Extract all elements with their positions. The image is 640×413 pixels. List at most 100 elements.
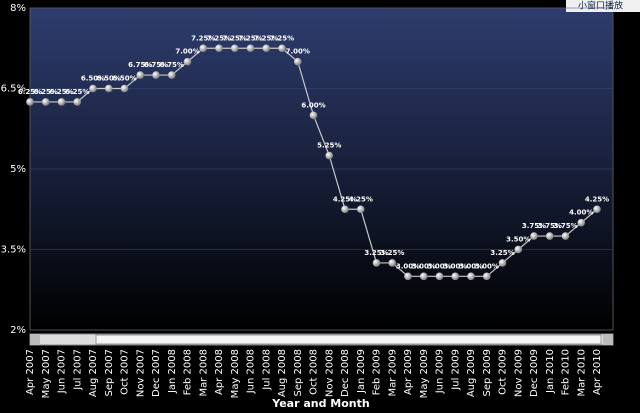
value-label: 3.00% <box>443 262 467 270</box>
value-label: 3.00% <box>475 262 499 270</box>
value-label: 3.00% <box>396 262 420 270</box>
point <box>467 272 475 281</box>
point <box>136 71 145 79</box>
value-label: 4.25% <box>333 195 357 203</box>
point <box>215 44 223 53</box>
value-label: 4.25% <box>585 195 609 203</box>
value-label: 3.25% <box>380 249 404 257</box>
scrollbar[interactable] <box>29 333 614 346</box>
point <box>262 44 271 53</box>
overlay-button-bg[interactable] <box>566 0 640 12</box>
x-tick-label: Feb 2008 <box>183 349 194 395</box>
value-label: 7.25% <box>207 34 231 42</box>
point <box>498 259 507 267</box>
value-label: 7.25% <box>238 34 262 42</box>
value-label: 3.00% <box>459 262 483 270</box>
point <box>325 151 334 160</box>
value-label: 6.50% <box>97 75 121 83</box>
point <box>372 259 381 267</box>
x-tick-label: Nov 2009 <box>513 349 524 397</box>
value-label: 6.75% <box>144 61 168 69</box>
x-tick-label: Jan 2008 <box>167 349 178 394</box>
point <box>73 98 82 106</box>
point <box>120 84 129 93</box>
x-tick-label: Mar 2008 <box>198 349 209 397</box>
point <box>482 272 491 281</box>
x-tick-label: Aug 2007 <box>88 349 99 397</box>
value-label: 6.75% <box>160 61 184 69</box>
point <box>167 71 176 79</box>
x-tick-label: Nov 2007 <box>135 349 146 397</box>
y-tick-label: 5% <box>10 164 26 175</box>
point <box>514 245 523 254</box>
x-tick-label: Feb 2009 <box>372 349 383 395</box>
point <box>199 44 208 53</box>
x-tick-label: Feb 2010 <box>561 349 572 395</box>
overlay-button[interactable]: 小窗口播放 <box>578 0 623 12</box>
x-tick-label: Oct 2007 <box>120 349 131 395</box>
point <box>41 98 50 106</box>
x-tick-label: Jul 2008 <box>261 349 272 391</box>
x-tick-label: Jun 2009 <box>435 349 446 394</box>
x-tick-label: Jun 2007 <box>57 349 68 394</box>
value-label: 6.00% <box>301 101 325 109</box>
value-label: 3.75% <box>522 222 546 230</box>
value-label: 7.00% <box>286 48 310 56</box>
x-tick-label: Dec 2008 <box>340 349 351 397</box>
y-tick-label: 2% <box>10 325 26 336</box>
x-tick-label: Apr 2008 <box>214 349 225 395</box>
point <box>309 111 318 120</box>
x-tick-label: Sep 2008 <box>293 349 304 396</box>
point <box>404 272 412 281</box>
value-label: 5.25% <box>317 142 341 150</box>
point <box>293 57 302 66</box>
value-label: 3.25% <box>490 249 514 257</box>
x-tick-label: Aug 2009 <box>466 349 477 397</box>
point <box>246 44 255 53</box>
x-tick-label: Apr 2009 <box>403 349 414 395</box>
x-tick-label: Sep 2009 <box>482 349 493 396</box>
value-label: 6.50% <box>112 75 136 83</box>
point <box>419 272 428 281</box>
y-tick-label: 8% <box>10 3 26 14</box>
x-tick-label: Mar 2010 <box>576 349 587 397</box>
x-tick-label: Sep 2007 <box>104 349 115 396</box>
value-label: 6.25% <box>65 88 89 96</box>
value-label: 3.25% <box>364 249 388 257</box>
point <box>530 232 538 240</box>
x-tick-label: Apr 2007 <box>25 349 36 395</box>
value-label: 7.25% <box>270 34 294 42</box>
point <box>26 98 34 106</box>
x-tick-label: May 2007 <box>41 349 52 398</box>
point <box>230 44 239 53</box>
point <box>152 71 160 79</box>
value-label: 3.75% <box>538 222 562 230</box>
x-tick-label: Jan 2009 <box>356 349 367 394</box>
point <box>278 44 286 53</box>
point <box>388 259 397 267</box>
point <box>89 84 97 93</box>
x-tick-label: Nov 2008 <box>324 349 335 397</box>
point <box>183 57 192 66</box>
value-label: 6.25% <box>18 88 42 96</box>
point <box>593 205 601 214</box>
value-label: 7.25% <box>223 34 247 42</box>
point <box>57 98 66 106</box>
value-label: 7.25% <box>191 34 215 42</box>
x-tick-label: Oct 2008 <box>309 349 320 395</box>
y-tick-label: 6.5% <box>1 84 26 95</box>
x-tick-label: Jan 2010 <box>545 349 556 394</box>
point <box>451 272 460 281</box>
x-tick-label: Apr 2010 <box>592 349 603 395</box>
x-tick-label: Aug 2008 <box>277 349 288 397</box>
x-tick-label: May 2008 <box>230 349 241 398</box>
value-label: 6.25% <box>49 88 73 96</box>
x-axis-title: Year and Month <box>271 397 369 410</box>
point <box>577 218 586 227</box>
point <box>561 232 570 240</box>
value-label: 3.50% <box>506 236 530 244</box>
point <box>104 84 113 93</box>
y-tick-label: 3.5% <box>1 245 26 256</box>
x-tick-label: Jun 2008 <box>246 349 257 394</box>
x-tick-label: Dec 2007 <box>151 349 162 397</box>
